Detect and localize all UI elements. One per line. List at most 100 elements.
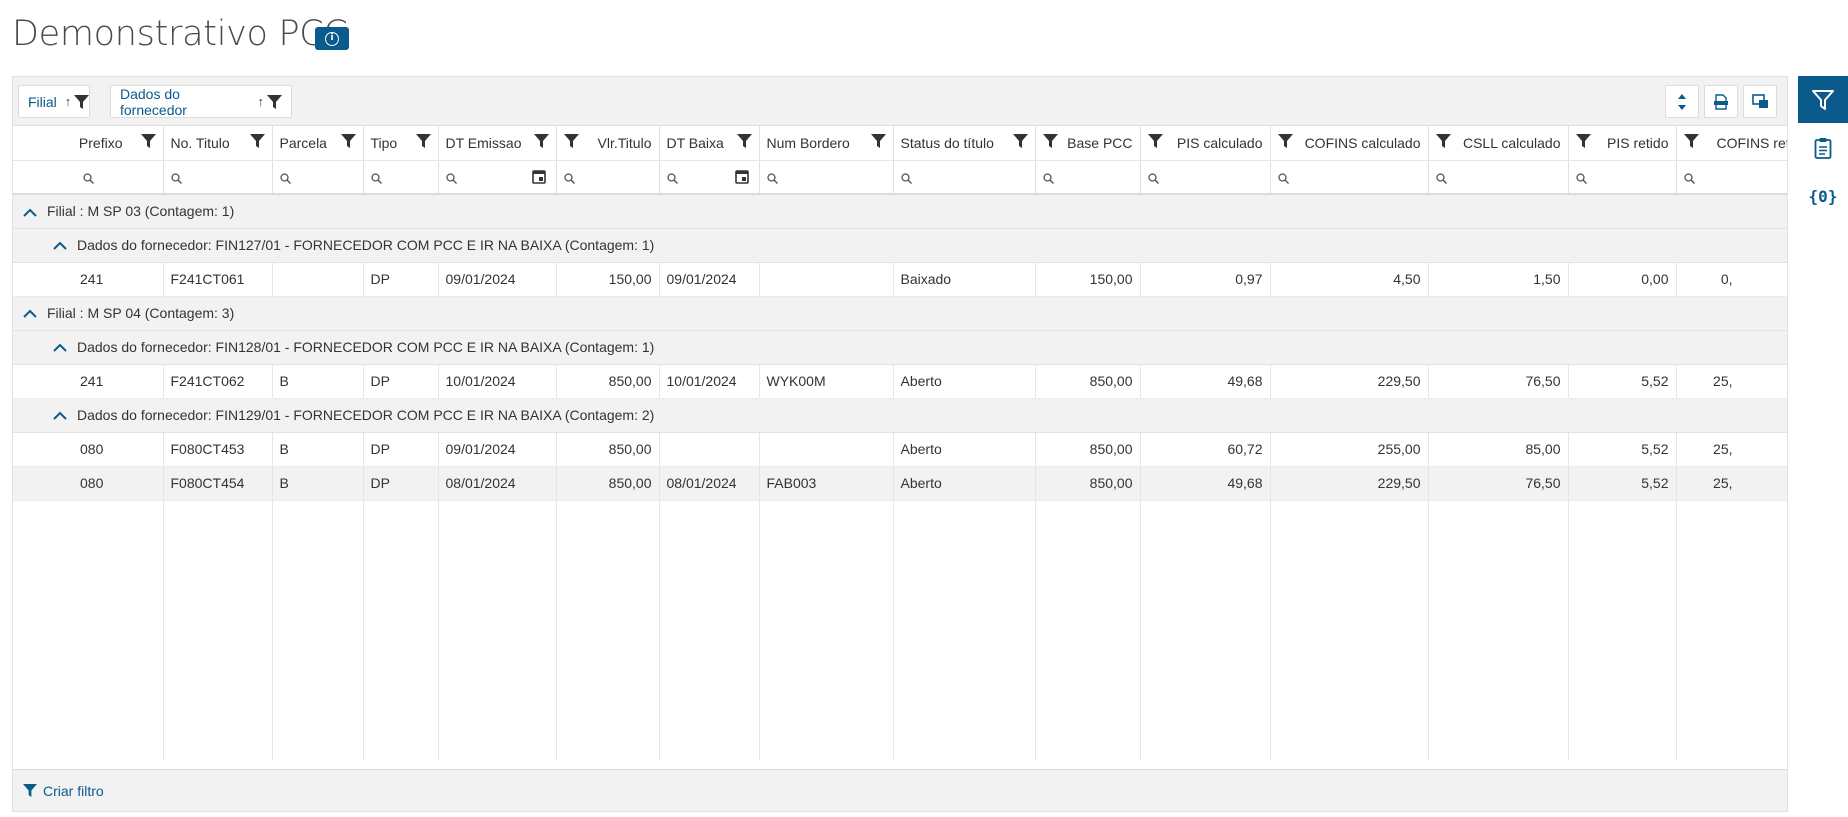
column-header[interactable]: COFINS reti bbox=[1676, 126, 1787, 161]
filter-icon[interactable] bbox=[249, 134, 265, 148]
group-label: Filial : M SP 03 (Contagem: 1) bbox=[47, 203, 235, 220]
table-cell: 850,00 bbox=[1035, 466, 1141, 501]
filter-icon[interactable] bbox=[1683, 134, 1699, 148]
column-header[interactable]: DT Emissao bbox=[438, 126, 557, 161]
column-search-input[interactable] bbox=[1035, 160, 1141, 195]
column-search-input[interactable] bbox=[363, 160, 439, 195]
table-cell: DP bbox=[363, 466, 439, 501]
chevron-up-icon[interactable] bbox=[53, 411, 67, 421]
table-cell: WYK00M bbox=[759, 364, 894, 399]
filter-icon[interactable] bbox=[1277, 134, 1293, 148]
column-search-input[interactable] bbox=[759, 160, 894, 195]
column-label: DT Baixa bbox=[666, 134, 724, 151]
column-header[interactable]: PIS retido bbox=[1568, 126, 1677, 161]
info-button[interactable]: i bbox=[315, 27, 349, 50]
table-cell: 850,00 bbox=[1035, 364, 1141, 399]
filter-icon[interactable] bbox=[1147, 134, 1163, 148]
column-label: Prefixo bbox=[78, 134, 123, 151]
side-filter-tab[interactable] bbox=[1798, 76, 1848, 123]
sort-asc-icon[interactable]: ↑ bbox=[257, 94, 265, 109]
filter-icon[interactable] bbox=[340, 134, 356, 148]
filter-icon[interactable] bbox=[74, 94, 90, 109]
column-header[interactable]: DT Baixa bbox=[659, 126, 760, 161]
column-header[interactable]: Num Bordero bbox=[759, 126, 894, 161]
filter-icon[interactable] bbox=[736, 134, 752, 148]
chevron-up-icon[interactable] bbox=[53, 241, 67, 251]
column-header[interactable]: Vlr.Titulo bbox=[556, 126, 660, 161]
column-search-input[interactable] bbox=[163, 160, 273, 195]
column-search-input[interactable] bbox=[1270, 160, 1429, 195]
column-search-input[interactable] bbox=[1428, 160, 1569, 195]
filter-icon[interactable] bbox=[1575, 134, 1591, 148]
chevron-up-icon[interactable] bbox=[23, 208, 37, 218]
column-search-input[interactable] bbox=[13, 160, 164, 195]
table-cell: Aberto bbox=[893, 364, 1036, 399]
chevron-up-icon[interactable] bbox=[23, 309, 37, 319]
table-cell: 09/01/2024 bbox=[438, 262, 557, 297]
subgroup-row[interactable]: Dados do fornecedor: FIN127/01 - FORNECE… bbox=[13, 228, 1787, 263]
table-row[interactable]: 080 F080CT453 B DP 09/01/2024 850,00 Abe… bbox=[13, 432, 1787, 467]
filter-icon[interactable] bbox=[533, 134, 549, 148]
group-chip-fornecedor[interactable]: Dados do fornecedor ↑ bbox=[110, 85, 292, 118]
filter-icon[interactable] bbox=[267, 94, 282, 109]
column-search-input[interactable] bbox=[272, 160, 364, 195]
column-header[interactable]: Base PCC bbox=[1035, 126, 1141, 161]
filter-icon[interactable] bbox=[140, 134, 156, 148]
group-chip-filial[interactable]: Filial ↑ bbox=[18, 85, 90, 118]
column-header[interactable]: COFINS calculado bbox=[1270, 126, 1429, 161]
filter-icon[interactable] bbox=[415, 134, 431, 148]
sort-asc-icon[interactable]: ↑ bbox=[64, 94, 72, 109]
empty-filler-row bbox=[13, 500, 1787, 760]
csv-icon bbox=[1714, 93, 1728, 110]
column-header[interactable]: No. Titulo bbox=[163, 126, 273, 161]
column-header[interactable]: Parcela bbox=[272, 126, 364, 161]
create-filter-button[interactable]: Criar filtro bbox=[13, 769, 1787, 811]
table-row[interactable]: 241 F241CT062 B DP 10/01/2024 850,00 10/… bbox=[13, 364, 1787, 399]
table-row[interactable]: 080 F080CT454 B DP 08/01/2024 850,00 08/… bbox=[13, 466, 1787, 501]
search-icon bbox=[1683, 172, 1695, 184]
side-braces-button[interactable]: {0} bbox=[1798, 176, 1848, 216]
subgroup-row[interactable]: Dados do fornecedor: FIN128/01 - FORNECE… bbox=[13, 330, 1787, 365]
table-row[interactable]: 241 F241CT061 DP 09/01/2024 150,00 09/01… bbox=[13, 262, 1787, 297]
table-cell: 080 bbox=[13, 432, 164, 467]
column-header[interactable]: CSLL calculado bbox=[1428, 126, 1569, 161]
column-header[interactable]: Prefixo bbox=[13, 126, 164, 161]
group-row[interactable]: Filial : M SP 03 (Contagem: 1) bbox=[13, 194, 1787, 229]
info-icon: i bbox=[325, 31, 339, 46]
table-cell: 10/01/2024 bbox=[438, 364, 557, 399]
filter-icon[interactable] bbox=[563, 134, 579, 148]
density-button[interactable] bbox=[1665, 85, 1699, 118]
export-csv-button[interactable] bbox=[1704, 85, 1738, 118]
column-search-input[interactable] bbox=[893, 160, 1036, 195]
filter-icon[interactable] bbox=[1012, 134, 1028, 148]
column-search-input[interactable] bbox=[438, 160, 557, 195]
filter-icon[interactable] bbox=[1435, 134, 1451, 148]
calendar-icon[interactable] bbox=[734, 169, 749, 184]
table-cell: 850,00 bbox=[556, 466, 660, 501]
column-label: PIS retido bbox=[1607, 134, 1669, 151]
side-clipboard-button[interactable] bbox=[1798, 128, 1848, 168]
table-cell: F241CT062 bbox=[163, 364, 273, 399]
subgroup-row[interactable]: Dados do fornecedor: FIN129/01 - FORNECE… bbox=[13, 398, 1787, 433]
table-cell: 60,72 bbox=[1140, 432, 1271, 467]
filter-icon[interactable] bbox=[1042, 134, 1058, 148]
table-cell: 4,50 bbox=[1270, 262, 1429, 297]
column-header[interactable]: Status do título bbox=[893, 126, 1036, 161]
table-cell: 229,50 bbox=[1270, 466, 1429, 501]
column-search-input[interactable] bbox=[659, 160, 760, 195]
search-icon bbox=[83, 172, 94, 184]
calendar-icon[interactable] bbox=[531, 169, 546, 184]
column-search-input[interactable] bbox=[1568, 160, 1677, 195]
column-header[interactable]: PIS calculado bbox=[1140, 126, 1271, 161]
table-cell bbox=[759, 432, 894, 467]
column-search-input[interactable] bbox=[1676, 160, 1787, 195]
column-search-input[interactable] bbox=[1140, 160, 1271, 195]
group-row[interactable]: Filial : M SP 04 (Contagem: 3) bbox=[13, 296, 1787, 331]
column-label: Vlr.Titulo bbox=[597, 134, 652, 151]
column-search-input[interactable] bbox=[556, 160, 660, 195]
column-label: No. Titulo bbox=[170, 134, 230, 151]
column-header[interactable]: Tipo bbox=[363, 126, 439, 161]
filter-icon[interactable] bbox=[870, 134, 886, 148]
chevron-up-icon[interactable] bbox=[53, 343, 67, 353]
columns-button[interactable] bbox=[1743, 85, 1777, 118]
